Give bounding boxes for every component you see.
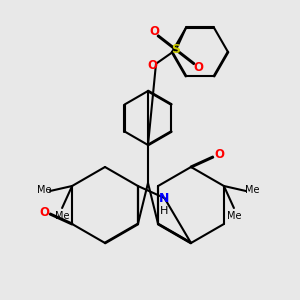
Text: Me: Me (37, 185, 51, 195)
Text: S: S (172, 43, 181, 56)
Text: Me: Me (55, 211, 69, 221)
Text: N: N (159, 193, 170, 206)
Text: Me: Me (227, 211, 241, 221)
Text: H: H (160, 206, 169, 216)
Text: O: O (147, 59, 157, 72)
Text: O: O (149, 25, 159, 38)
Text: O: O (193, 61, 203, 74)
Text: Me: Me (245, 185, 259, 195)
Text: O: O (39, 206, 49, 218)
Text: O: O (214, 148, 224, 161)
